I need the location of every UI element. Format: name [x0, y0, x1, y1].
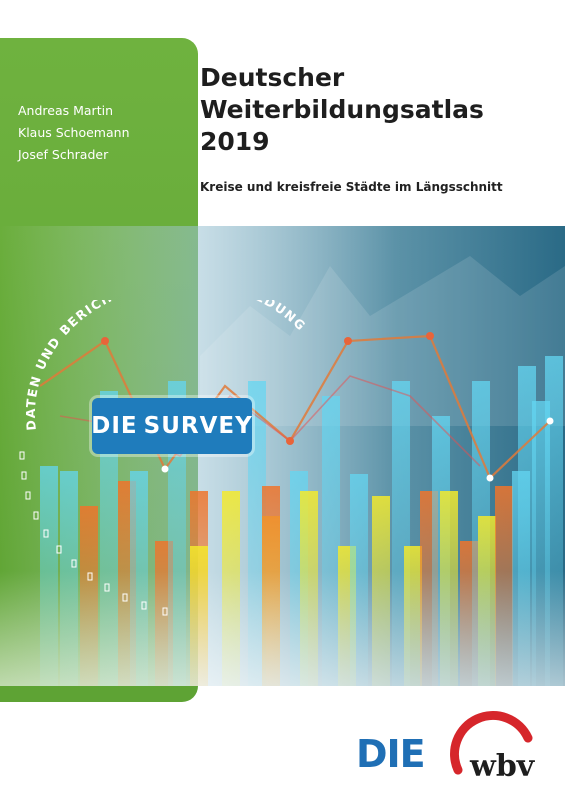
book-title: Deutscher Weiterbildungsatlas 2019 — [200, 62, 484, 158]
title-line: Deutscher — [200, 63, 345, 92]
die-logo-icon: DIE — [356, 732, 426, 776]
author-name: Josef Schrader — [18, 147, 109, 162]
survey-badge-icon: DIE SURVEY — [91, 398, 253, 454]
author-list: Andreas Martin Klaus Schoemann Josef Sch… — [18, 100, 130, 166]
dotted-arc-decoration — [19, 451, 168, 616]
badge-survey-text: SURVEY — [143, 413, 253, 439]
cover-chart-artwork — [0, 226, 565, 686]
wbv-logo-icon: wbv — [450, 711, 536, 784]
author-name: Klaus Schoemann — [18, 125, 130, 140]
wbv-logo-text: wbv — [469, 749, 536, 784]
badge-die-text: DIE — [91, 413, 138, 439]
title-line: Weiterbildungsatlas — [200, 95, 484, 124]
author-name: Andreas Martin — [18, 103, 113, 118]
title-line: 2019 — [200, 127, 270, 156]
book-subtitle: Kreise und kreisfreie Städte im Längssch… — [200, 180, 503, 194]
